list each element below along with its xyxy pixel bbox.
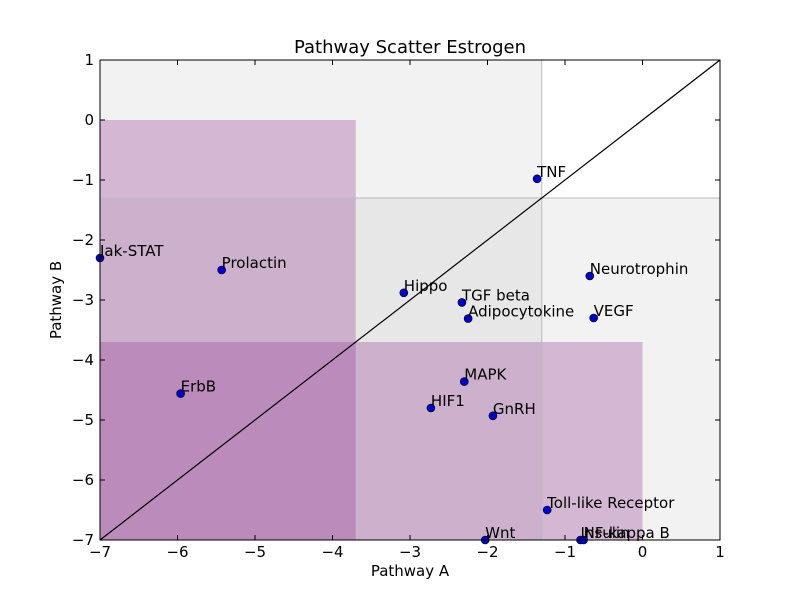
data-point-gnrh	[488, 411, 498, 421]
x-axis-label: Pathway A	[371, 562, 450, 580]
x-tick-label: −7	[89, 543, 111, 561]
data-point-hippo	[399, 288, 409, 298]
point-label-jak-stat: Jak-STAT	[99, 242, 164, 260]
y-tick-label: −4	[72, 351, 94, 369]
point-label-tgf-beta: TGF beta	[461, 286, 530, 304]
x-tick-label: −1	[554, 543, 576, 561]
shaded-region-2	[100, 198, 720, 540]
y-tick-label: −1	[72, 171, 94, 189]
data-point-adipocytokine	[463, 314, 473, 323]
shaded-region-1	[100, 60, 542, 540]
point-label-insulin: Insulin	[581, 524, 630, 542]
y-axis-label: Pathway B	[47, 261, 65, 339]
data-point-tnf	[532, 174, 542, 184]
x-tick-label: −4	[321, 543, 343, 561]
shaded-region-3	[100, 120, 356, 540]
y-tick-label: −2	[72, 231, 94, 249]
point-label-erbb: ErbB	[181, 378, 216, 396]
point-label-hippo: Hippo	[404, 277, 448, 295]
y-tick-label: −3	[72, 291, 94, 309]
x-axis-ticks: −7 −6 −5 −4 −3 −2 −1 0 1	[89, 60, 725, 561]
threshold-lines	[100, 60, 720, 540]
point-label-neurotrophin: Neurotrophin	[590, 260, 689, 278]
y-axis-ticks: −7 −6 −5 −4 −3 −2 −1 0 1	[72, 51, 720, 549]
data-point-erbb	[176, 389, 185, 398]
point-label-gnrh: GnRH	[493, 400, 536, 418]
x-tick-label: 1	[715, 543, 725, 561]
point-label-tnf: TNF	[536, 163, 566, 181]
x-tick-label: 0	[638, 543, 648, 561]
y-tick-label: 0	[84, 111, 94, 129]
data-point-labels: TNF Jak-STAT Prolactin Hippo TGF betaAdipocy…	[99, 163, 688, 542]
y-tick-label: −7	[72, 531, 94, 549]
point-label-prolactin: Prolactin	[222, 254, 287, 272]
y-tick-label: −6	[72, 471, 94, 489]
point-label-vegf: VEGF	[594, 302, 634, 320]
point-label-hif1: HIF1	[431, 392, 465, 410]
diagonal-line	[99, 59, 721, 541]
data-point-mapk	[459, 377, 469, 386]
point-label-nf-kappa-b: NF-kappa B	[584, 524, 670, 542]
shaded-regions	[100, 60, 720, 540]
data-point-prolactin	[217, 265, 226, 275]
y-tick-label: 1	[84, 51, 94, 69]
point-label-wnt: Wnt	[485, 524, 515, 542]
data-point-toll-like-receptor	[542, 505, 552, 515]
data-point-hif1	[426, 403, 436, 413]
y-tick-label: −5	[72, 411, 94, 429]
point-label-mapk: MAPK	[464, 366, 507, 384]
x-tick-label: −6	[166, 543, 188, 561]
diagonal-reference	[99, 59, 721, 541]
chart-title: Pathway Scatter Estrogen	[294, 37, 526, 58]
point-label-toll-like-receptor: Toll-like Receptor	[546, 494, 675, 512]
data-point-tgf-beta	[457, 298, 467, 307]
data-point-neurotrophin	[585, 271, 595, 281]
x-tick-label: −2	[476, 543, 498, 561]
x-tick-label: −3	[399, 543, 421, 561]
shaded-region-4	[100, 342, 643, 540]
data-point-vegf	[589, 313, 598, 323]
point-label-adipocytokine: Adipocytokine	[468, 303, 574, 321]
x-tick-label: −5	[244, 543, 266, 561]
